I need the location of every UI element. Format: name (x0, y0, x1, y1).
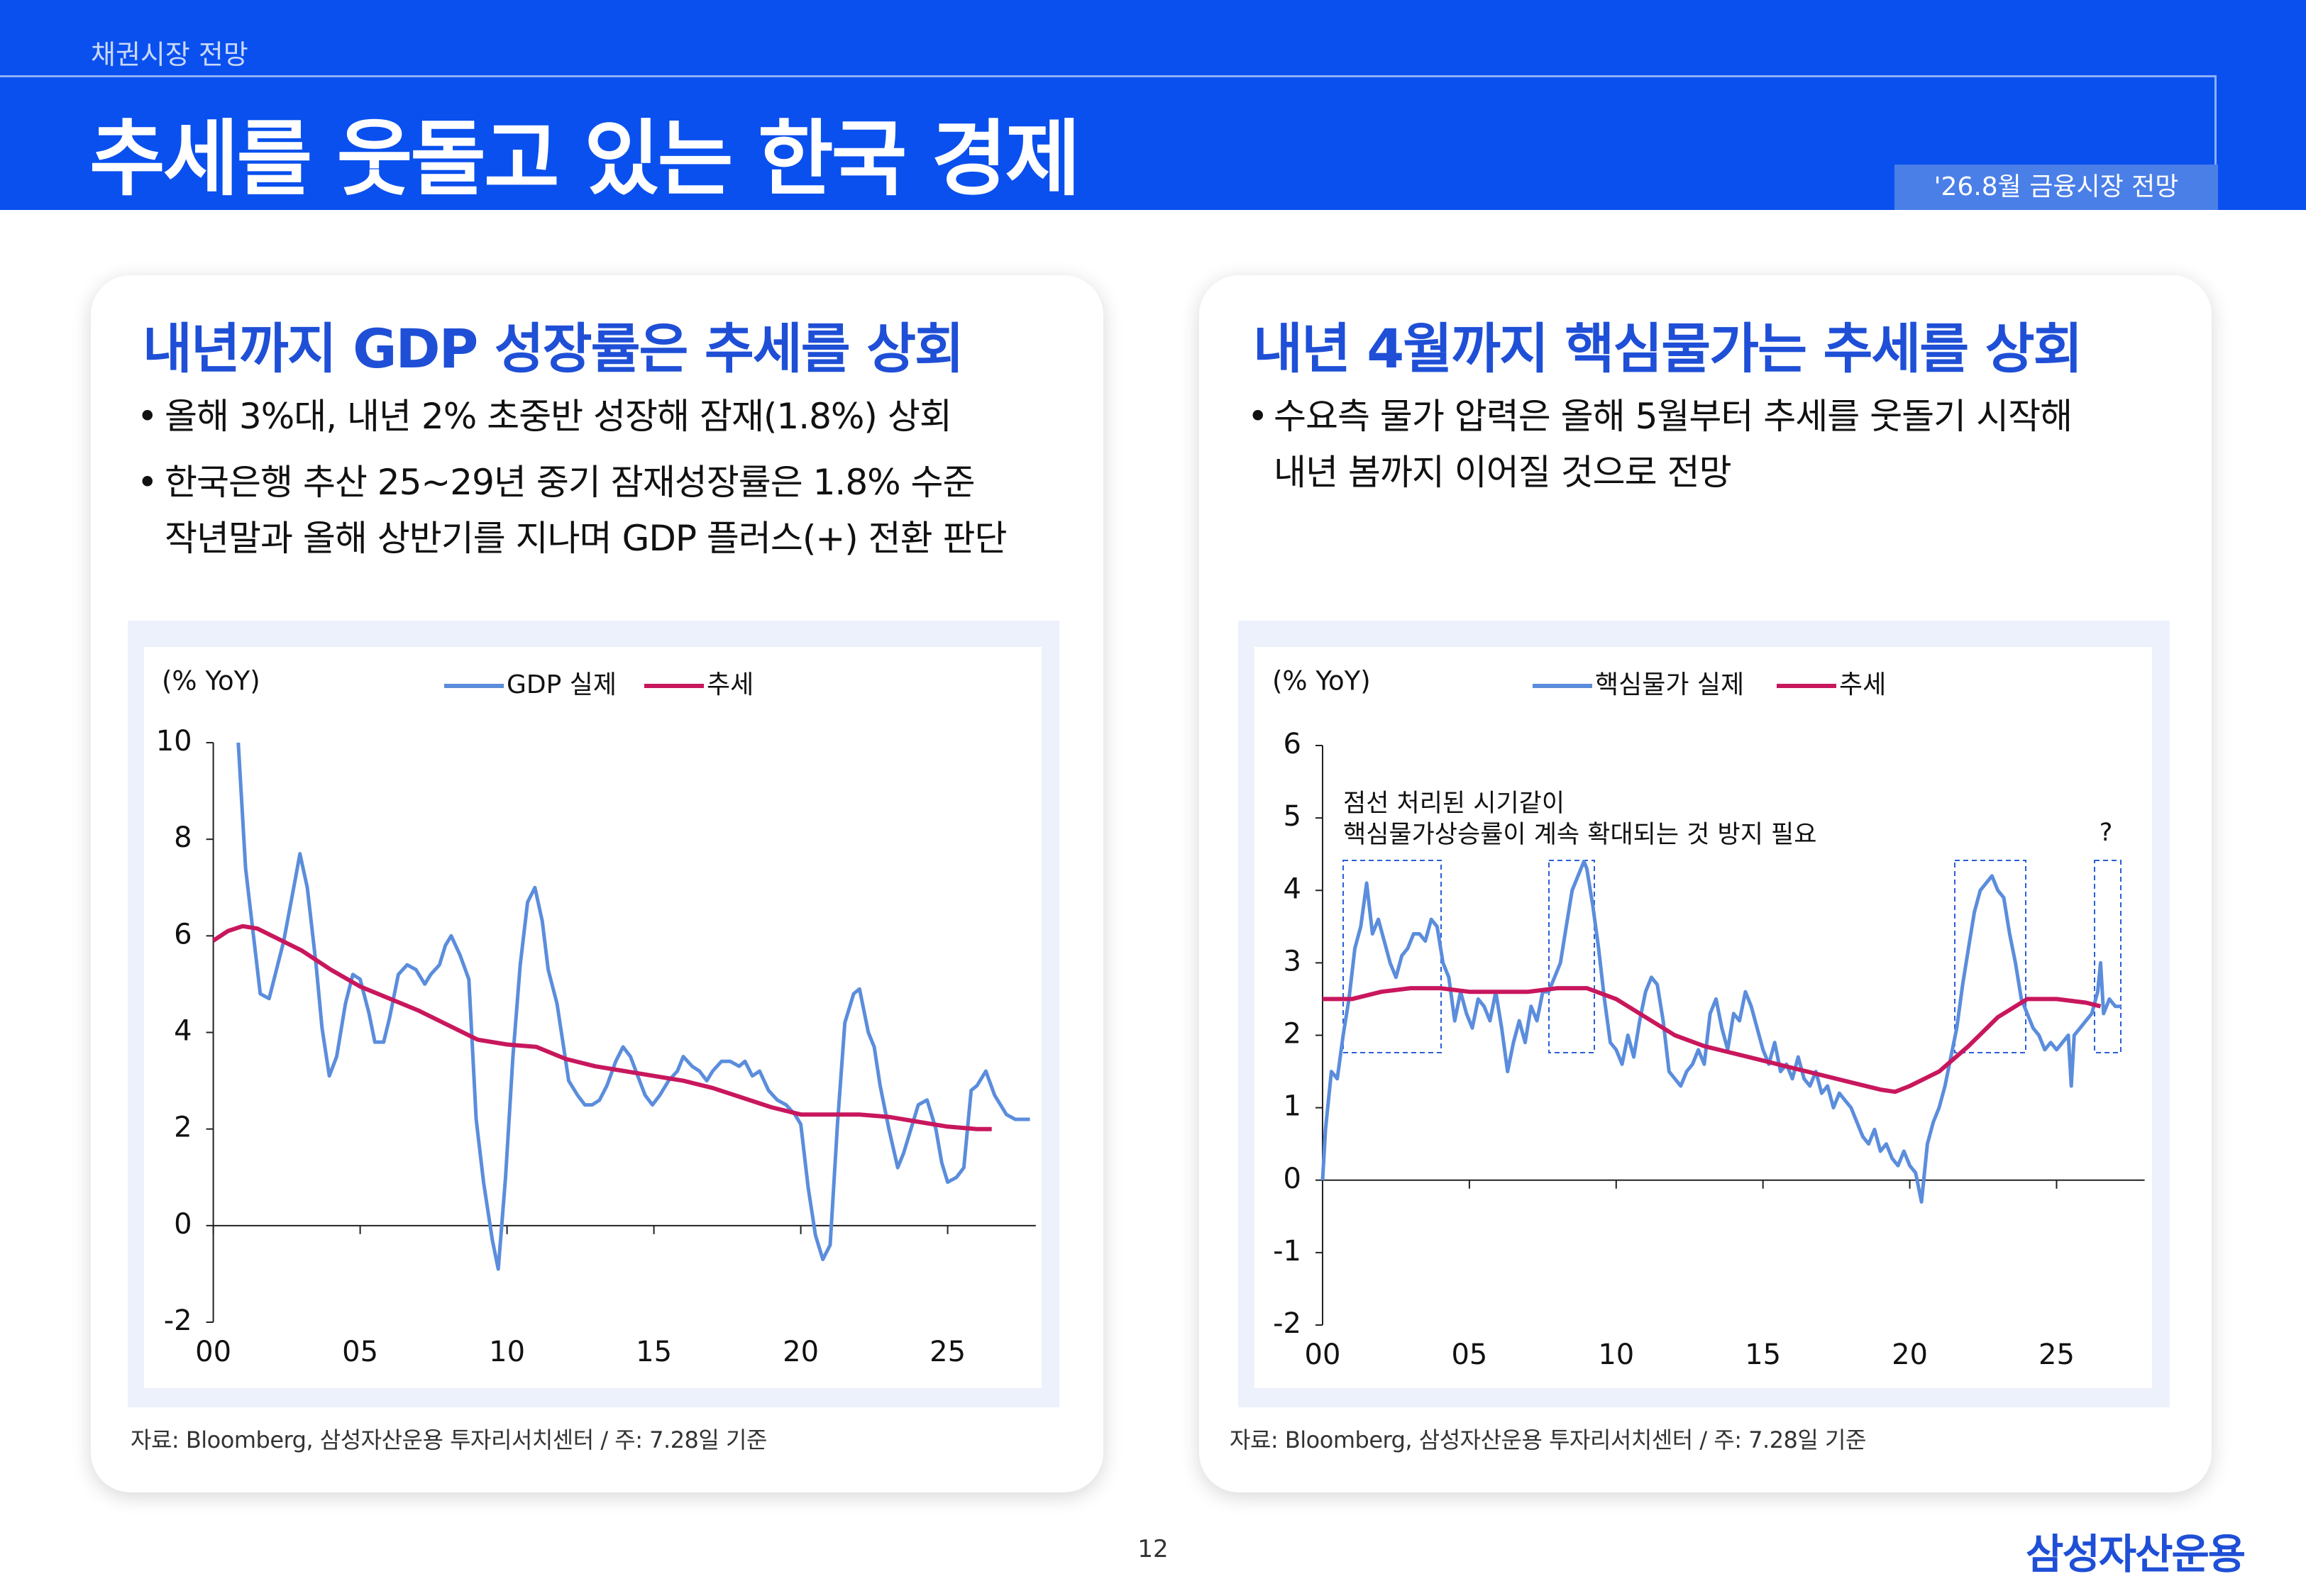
header-frame (0, 75, 2217, 165)
x-tick-label: 10 (489, 1336, 525, 1368)
card-heading: 내년 4월까지 핵심물가는 추세를 상회 (1253, 317, 2083, 380)
y-tick-label: 0 (1284, 1163, 1301, 1195)
y-tick-label: -1 (1273, 1235, 1301, 1268)
header-title: 추세를 웃돌고 있는 한국 경제 (89, 111, 1081, 207)
page-number: 12 (1137, 1535, 1169, 1563)
annotation: 핵심물가상승률이 계속 확대되는 것 방지 필요 (1343, 821, 1816, 849)
x-tick-label: 15 (636, 1336, 672, 1368)
y-tick-label: 4 (174, 1015, 192, 1048)
y-tick-label: 3 (1284, 945, 1301, 977)
brand-logo: 삼성자산운용 (2026, 1530, 2246, 1578)
plot-area (144, 647, 1042, 1388)
x-tick-label: 05 (1451, 1339, 1487, 1371)
x-tick-label: 00 (1305, 1339, 1341, 1371)
y-tick-label: 5 (1284, 800, 1301, 833)
x-tick-label: 00 (195, 1336, 231, 1368)
series-line (1323, 986, 2102, 1095)
bullet-dot: • (137, 396, 158, 437)
plot-area (1254, 647, 2152, 1388)
annotation: ? (2100, 819, 2113, 847)
y-axis-label: (% YoY) (162, 666, 260, 697)
legend-label: 핵심물가 실제 (1595, 670, 1744, 699)
bullet-text: 한국은행 추산 25~29년 중기 잠재성장률은 1.8% 수준 (165, 462, 976, 503)
y-tick-label: 6 (1284, 728, 1301, 760)
y-tick-label: 4 (1284, 872, 1301, 905)
source-note: 자료: Bloomberg, 삼성자산운용 투자리서치센터 / 주: 7.28일… (131, 1426, 767, 1453)
highlight-box (1954, 860, 2026, 1053)
y-tick-label: 8 (174, 821, 192, 854)
series-line (236, 742, 1030, 1271)
bullet-dot: • (137, 462, 158, 503)
x-tick-label: 05 (342, 1336, 378, 1368)
series-line (1320, 859, 2122, 1204)
y-tick-label: 0 (174, 1208, 192, 1241)
y-tick-label: -2 (164, 1304, 192, 1337)
legend-label: 추세 (707, 670, 754, 699)
header-tag: '26.8월 금융시장 전망 (1894, 165, 2218, 210)
y-tick-label: 6 (174, 918, 192, 951)
x-tick-label: 20 (783, 1336, 819, 1368)
bullet-text: 내년 봄까지 이어질 것으로 전망 (1274, 452, 1732, 493)
bullet-dot: • (1247, 396, 1268, 437)
y-tick-label: 1 (1284, 1090, 1301, 1123)
card-heading: 내년까지 GDP 성장률은 추세를 상회 (143, 317, 964, 380)
header-category: 채권시장 전망 (91, 39, 248, 70)
legend-label: 추세 (1839, 670, 1886, 699)
highlight-box (2094, 860, 2122, 1053)
source-note: 자료: Bloomberg, 삼성자산운용 투자리서치센터 / 주: 7.28일… (1230, 1426, 1866, 1453)
legend-label: GDP 실제 (507, 670, 617, 699)
x-tick-label: 10 (1598, 1339, 1634, 1371)
series-line (211, 924, 992, 1131)
bullet-text: 올해 3%대, 내년 2% 초중반 성장해 잠재(1.8%) 상회 (165, 396, 952, 437)
x-tick-label: 25 (929, 1336, 966, 1368)
y-axis-label: (% YoY) (1272, 666, 1371, 697)
bullet-text: 작년말과 올해 상반기를 지나며 GDP 플러스(+) 전환 판단 (165, 518, 1008, 559)
highlight-box (1548, 860, 1595, 1053)
y-tick-label: 2 (174, 1112, 192, 1144)
x-tick-label: 25 (2039, 1339, 2075, 1371)
annotation: 점선 처리된 시기같이 (1343, 789, 1565, 818)
y-tick-label: 10 (156, 725, 192, 758)
x-tick-label: 20 (1892, 1339, 1928, 1371)
y-tick-label: 2 (1284, 1018, 1301, 1051)
bullet-text: 수요측 물가 압력은 올해 5월부터 추세를 웃돌기 시작해 (1274, 396, 2073, 437)
y-tick-label: -2 (1273, 1307, 1301, 1340)
x-tick-label: 15 (1745, 1339, 1781, 1371)
